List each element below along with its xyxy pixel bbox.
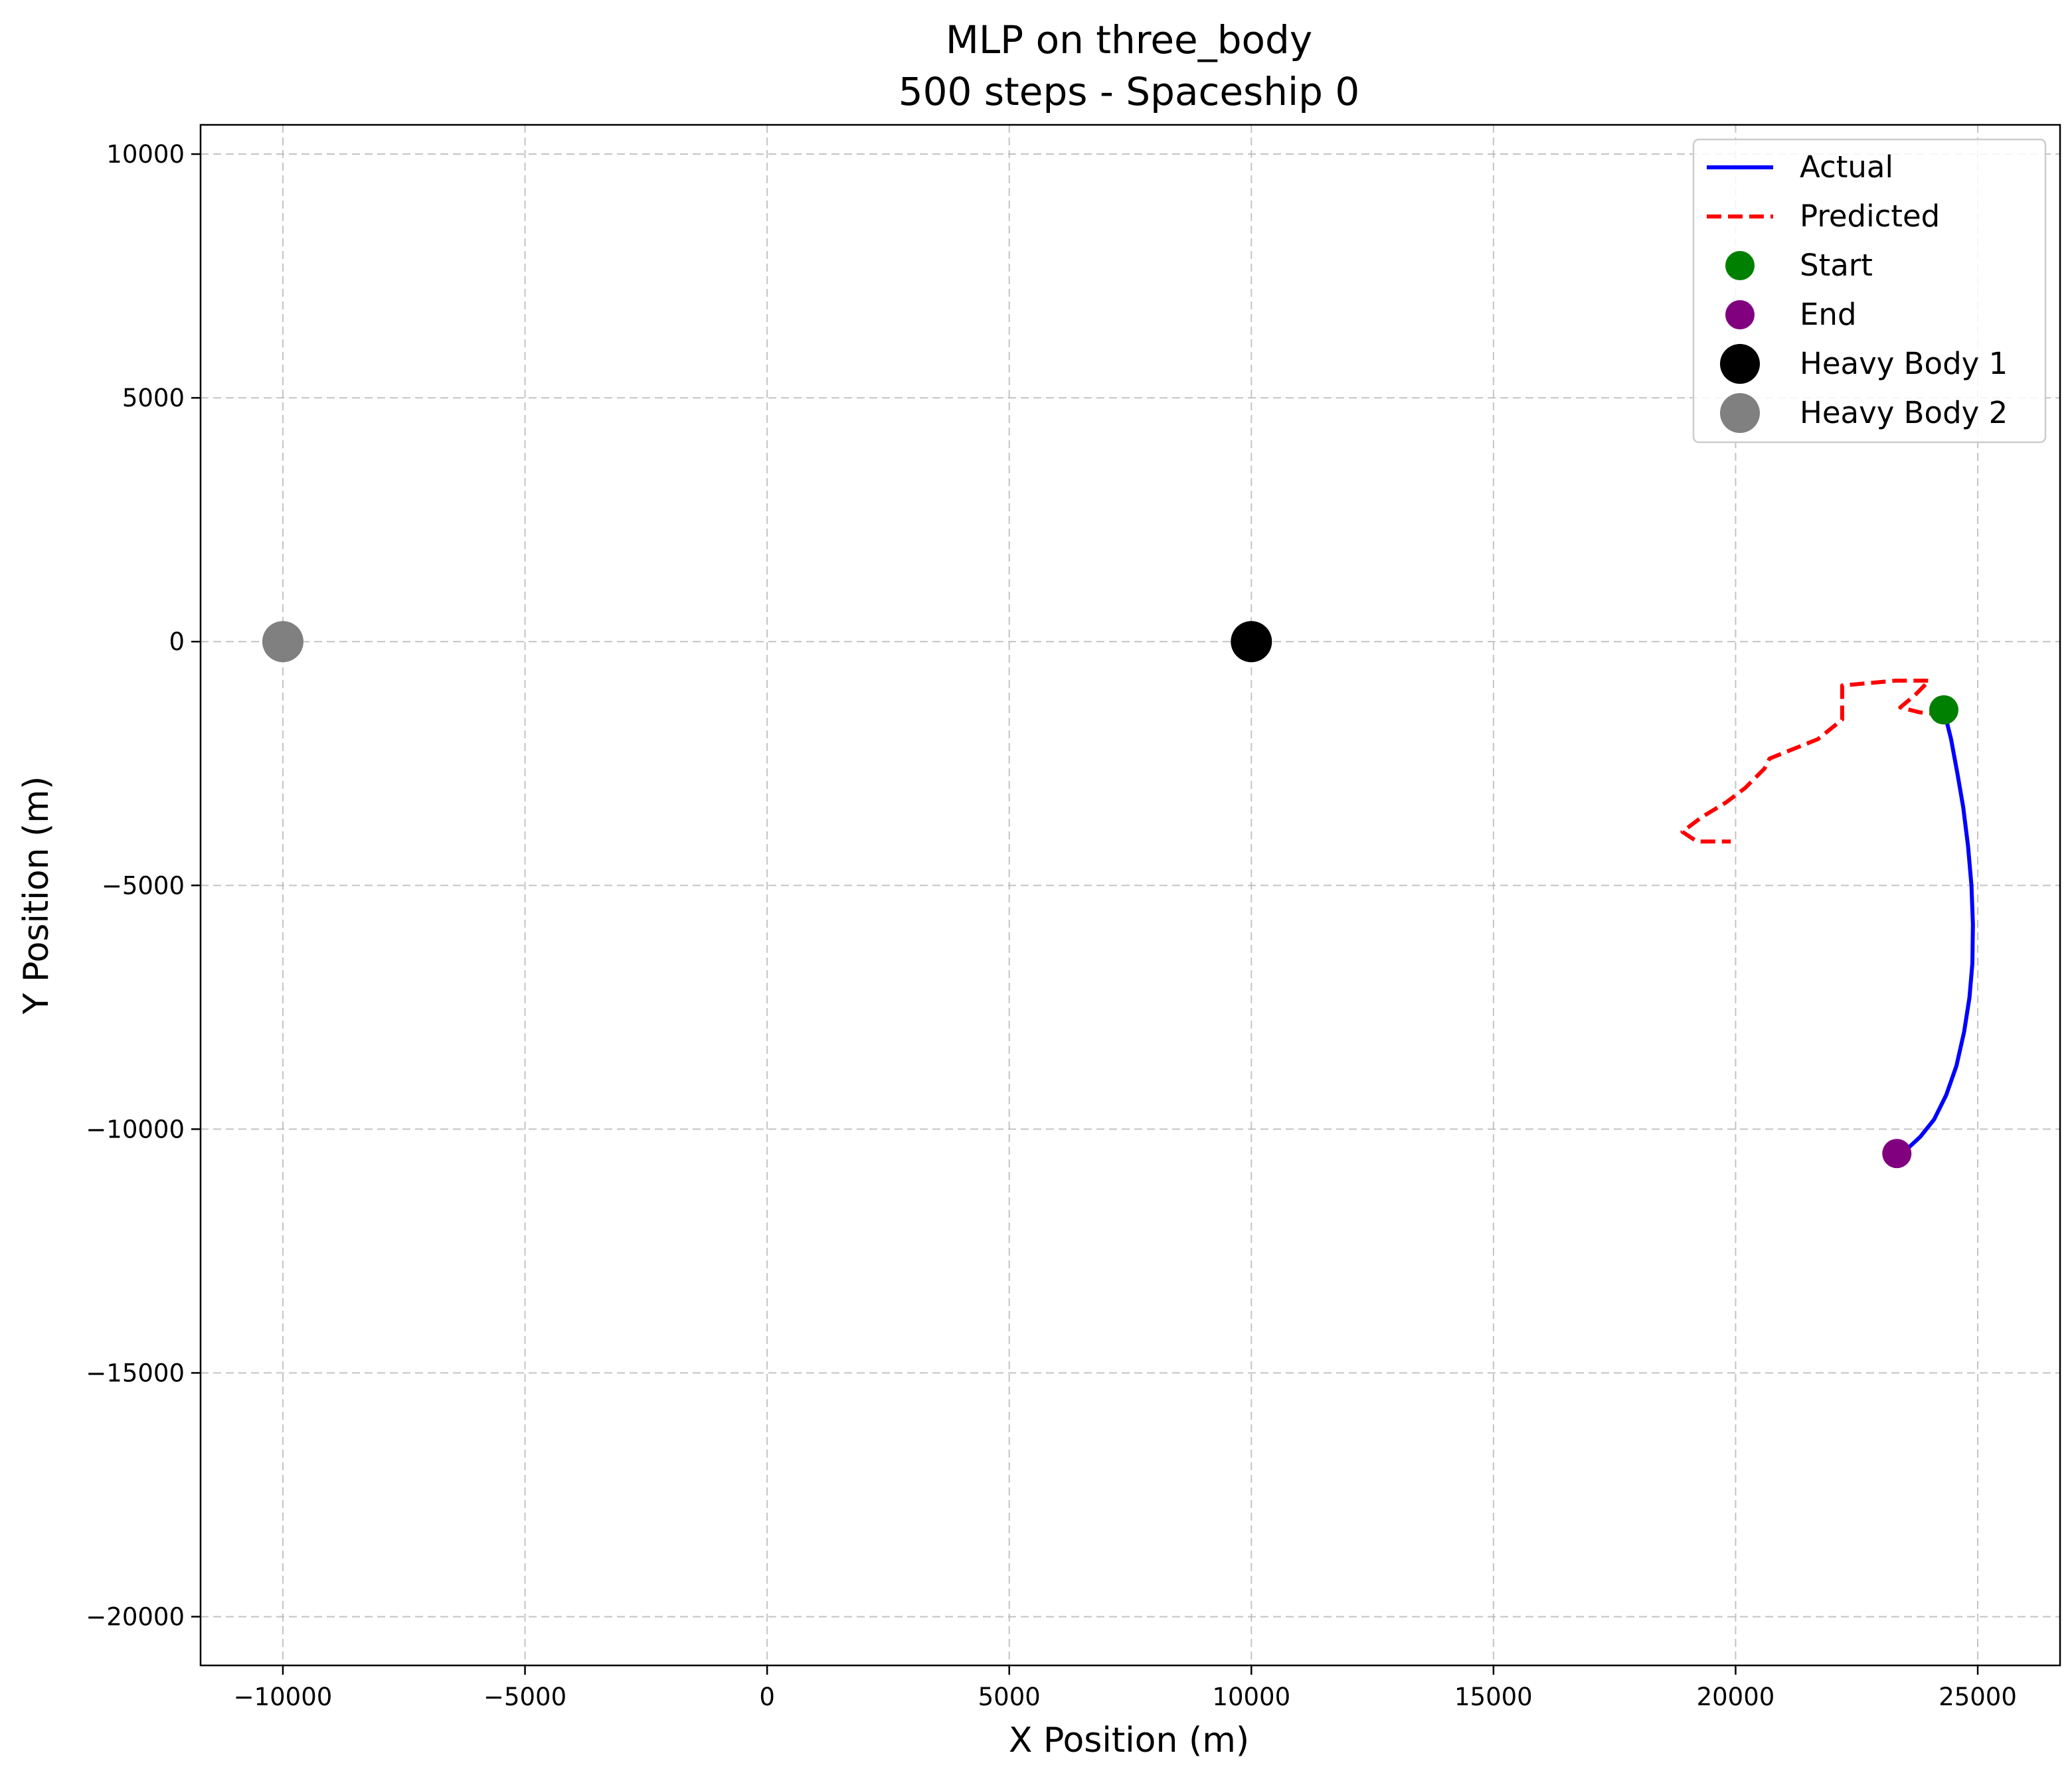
y-tick-label: 5000 [122, 384, 185, 412]
point-start-marker [1929, 695, 1958, 725]
legend: Actual Predicted Start End Heavy Body 1 … [1692, 138, 2047, 444]
point-heavy-body-2-marker [262, 621, 303, 663]
y-axis-ticks: −20000 −15000 −10000 −5000 0 5000 10000 [86, 140, 201, 1632]
chart-subtitle: 500 steps - Spaceship 0 [899, 69, 1360, 114]
legend-start-label: Start [1800, 248, 1873, 283]
x-tick-label: 20000 [1697, 1683, 1775, 1711]
x-tick-label: 5000 [978, 1683, 1041, 1711]
x-tick-label: 15000 [1454, 1683, 1533, 1711]
legend-predicted-label: Predicted [1800, 199, 1940, 234]
series-layer [1680, 679, 1975, 1155]
legend-heavy-body-2-marker [1720, 393, 1760, 433]
series-predicted-line [1680, 679, 1944, 844]
y-tick-label: 10000 [106, 140, 185, 169]
series-actual-line [1896, 709, 1975, 1155]
y-tick-label: −5000 [102, 871, 185, 900]
y-tick-label: −15000 [86, 1359, 185, 1387]
legend-heavy-body-1-marker [1720, 344, 1760, 384]
x-tick-label: 0 [759, 1683, 775, 1711]
legend-box [1692, 138, 2047, 444]
legend-start-marker [1725, 251, 1755, 280]
x-axis-label: X Position (m) [1009, 1721, 1249, 1760]
legend-heavy-body-2-label: Heavy Body 2 [1800, 395, 2008, 430]
points-layer [262, 621, 1958, 1169]
point-end-marker [1882, 1139, 1912, 1169]
chart-title: MLP on three_body [946, 17, 1312, 62]
y-tick-label: −20000 [86, 1603, 185, 1632]
x-tick-label: 10000 [1212, 1683, 1290, 1711]
legend-actual-label: Actual [1800, 149, 1893, 185]
point-heavy-body-1-marker [1231, 621, 1272, 663]
y-tick-label: 0 [169, 628, 185, 656]
grid [201, 125, 2060, 1665]
legend-heavy-body-1-label: Heavy Body 1 [1800, 346, 2008, 381]
legend-end-marker [1725, 300, 1755, 329]
x-tick-label: −10000 [234, 1683, 333, 1711]
y-axis-label: Y Position (m) [17, 776, 56, 1015]
x-tick-label: −5000 [483, 1683, 566, 1711]
legend-end-label: End [1800, 297, 1857, 332]
x-tick-label: 25000 [1939, 1683, 2017, 1711]
y-tick-label: −10000 [86, 1115, 185, 1143]
x-axis-ticks: −10000 −5000 0 5000 10000 15000 20000 25000 [234, 1665, 2017, 1711]
plot-frame [199, 124, 2061, 1667]
